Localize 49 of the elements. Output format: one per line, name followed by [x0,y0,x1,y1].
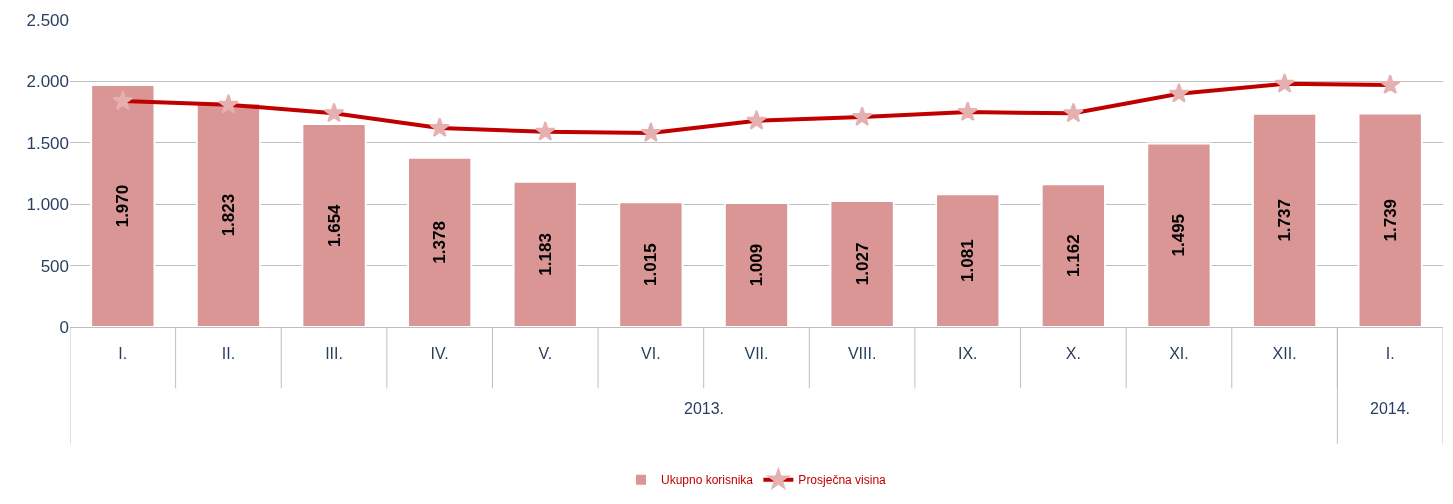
x-tick-label: III. [325,345,343,363]
y-tick-label: 1.500 [26,133,69,153]
data-label: 1.823 [218,193,238,237]
x-tick-label: IV. [430,345,449,363]
bar [829,199,895,327]
data-label: 1.737 [1275,199,1295,242]
y-tick-label: 2.000 [26,72,69,92]
bar [618,201,684,327]
bar [195,102,262,327]
bar [1357,112,1423,327]
bar [512,180,578,327]
data-label: 1.654 [324,203,344,247]
text: 2013. [684,400,725,417]
data-label: 1.739 [1380,198,1400,242]
text: 2014. [1370,400,1411,417]
bar [1040,183,1107,327]
data-label: 1.970 [113,184,133,228]
x-tick-label: I. [118,345,128,363]
data-label: 1.015 [641,243,661,286]
data-label: 1.495 [1169,213,1189,257]
x-tick-label: VI. [641,345,661,363]
x-tick-label: XI. [1169,345,1189,363]
y-tick-label: 2.500 [26,10,69,30]
bar [406,156,473,327]
x-tick-label: IX. [957,345,978,363]
x-tick-label: X. [1065,345,1081,363]
x-tick-label: I. [1385,345,1395,363]
bar [1251,112,1318,327]
legend-label: Prosječna visina [798,473,887,488]
x-tick-label: VIII. [847,345,877,363]
y-tick-label: 1.000 [26,195,69,215]
data-label: 1.027 [852,242,872,286]
x-tick-label: V. [538,345,553,363]
data-label: 1.081 [958,239,978,282]
data-label: 1.009 [747,243,766,287]
y-tick-label: 0 [59,317,69,337]
bar [90,84,156,327]
x-tick-label: VII. [744,345,769,363]
y-tick-label: 500 [40,256,69,276]
bar [301,122,367,327]
bar [723,202,790,327]
legend-label: Ukupno korisnika [661,473,754,488]
data-label: 1.183 [535,233,555,276]
x-tick-label: XII. [1272,345,1297,363]
x-tick-label: II. [221,345,236,363]
data-label: 1.378 [430,221,450,264]
bar [1146,142,1212,327]
data-label: 1.162 [1063,234,1083,277]
bar [935,193,1001,327]
